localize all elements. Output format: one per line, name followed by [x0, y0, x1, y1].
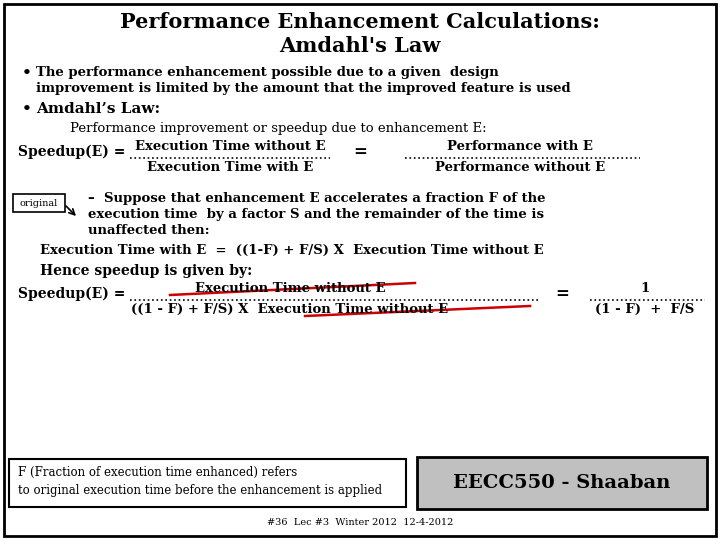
Text: =: =: [555, 286, 569, 302]
FancyBboxPatch shape: [417, 457, 707, 509]
FancyBboxPatch shape: [9, 459, 406, 507]
Text: Amdahl’s Law:: Amdahl’s Law:: [36, 102, 160, 116]
Text: Performance Enhancement Calculations:: Performance Enhancement Calculations:: [120, 12, 600, 32]
Text: original: original: [20, 199, 58, 207]
Text: Speedup(E) =: Speedup(E) =: [18, 287, 125, 301]
Text: Execution Time without E: Execution Time without E: [194, 282, 385, 295]
Text: to original execution time before the enhancement is applied: to original execution time before the en…: [18, 484, 382, 497]
Text: improvement is limited by the amount that the improved feature is used: improvement is limited by the amount tha…: [36, 82, 571, 95]
Text: Execution Time without E: Execution Time without E: [135, 140, 325, 153]
Text: Hence speedup is given by:: Hence speedup is given by:: [40, 264, 252, 278]
Text: Performance improvement or speedup due to enhancement E:: Performance improvement or speedup due t…: [70, 122, 487, 135]
Text: execution time  by a factor S and the remainder of the time is: execution time by a factor S and the rem…: [88, 208, 544, 221]
Text: •: •: [22, 66, 32, 80]
FancyBboxPatch shape: [4, 4, 716, 536]
Text: ((1 - F) + F/S) X  Execution Time without E: ((1 - F) + F/S) X Execution Time without…: [132, 303, 449, 316]
FancyBboxPatch shape: [13, 194, 65, 212]
Text: Performance with E: Performance with E: [447, 140, 593, 153]
Text: Performance without E: Performance without E: [435, 161, 605, 174]
Text: F (Fraction of execution time enhanced) refers: F (Fraction of execution time enhanced) …: [18, 466, 297, 479]
Text: 1: 1: [640, 282, 649, 295]
Text: EECC550 - Shaaban: EECC550 - Shaaban: [454, 474, 671, 492]
Text: Speedup(E) =: Speedup(E) =: [18, 145, 125, 159]
Text: (1 - F)  +  F/S: (1 - F) + F/S: [595, 303, 695, 316]
Text: unaffected then:: unaffected then:: [88, 224, 210, 237]
Text: =: =: [353, 144, 367, 160]
Text: The performance enhancement possible due to a given  design: The performance enhancement possible due…: [36, 66, 499, 79]
Text: Amdahl's Law: Amdahl's Law: [279, 36, 441, 56]
Text: –  Suppose that enhancement E accelerates a fraction F of the: – Suppose that enhancement E accelerates…: [88, 192, 546, 205]
Text: •: •: [22, 102, 32, 116]
Text: Execution Time with E  =  ((1-F) + F/S) X  Execution Time without E: Execution Time with E = ((1-F) + F/S) X …: [40, 244, 544, 257]
Text: Execution Time with E: Execution Time with E: [147, 161, 313, 174]
Text: #36  Lec #3  Winter 2012  12-4-2012: #36 Lec #3 Winter 2012 12-4-2012: [267, 518, 453, 527]
